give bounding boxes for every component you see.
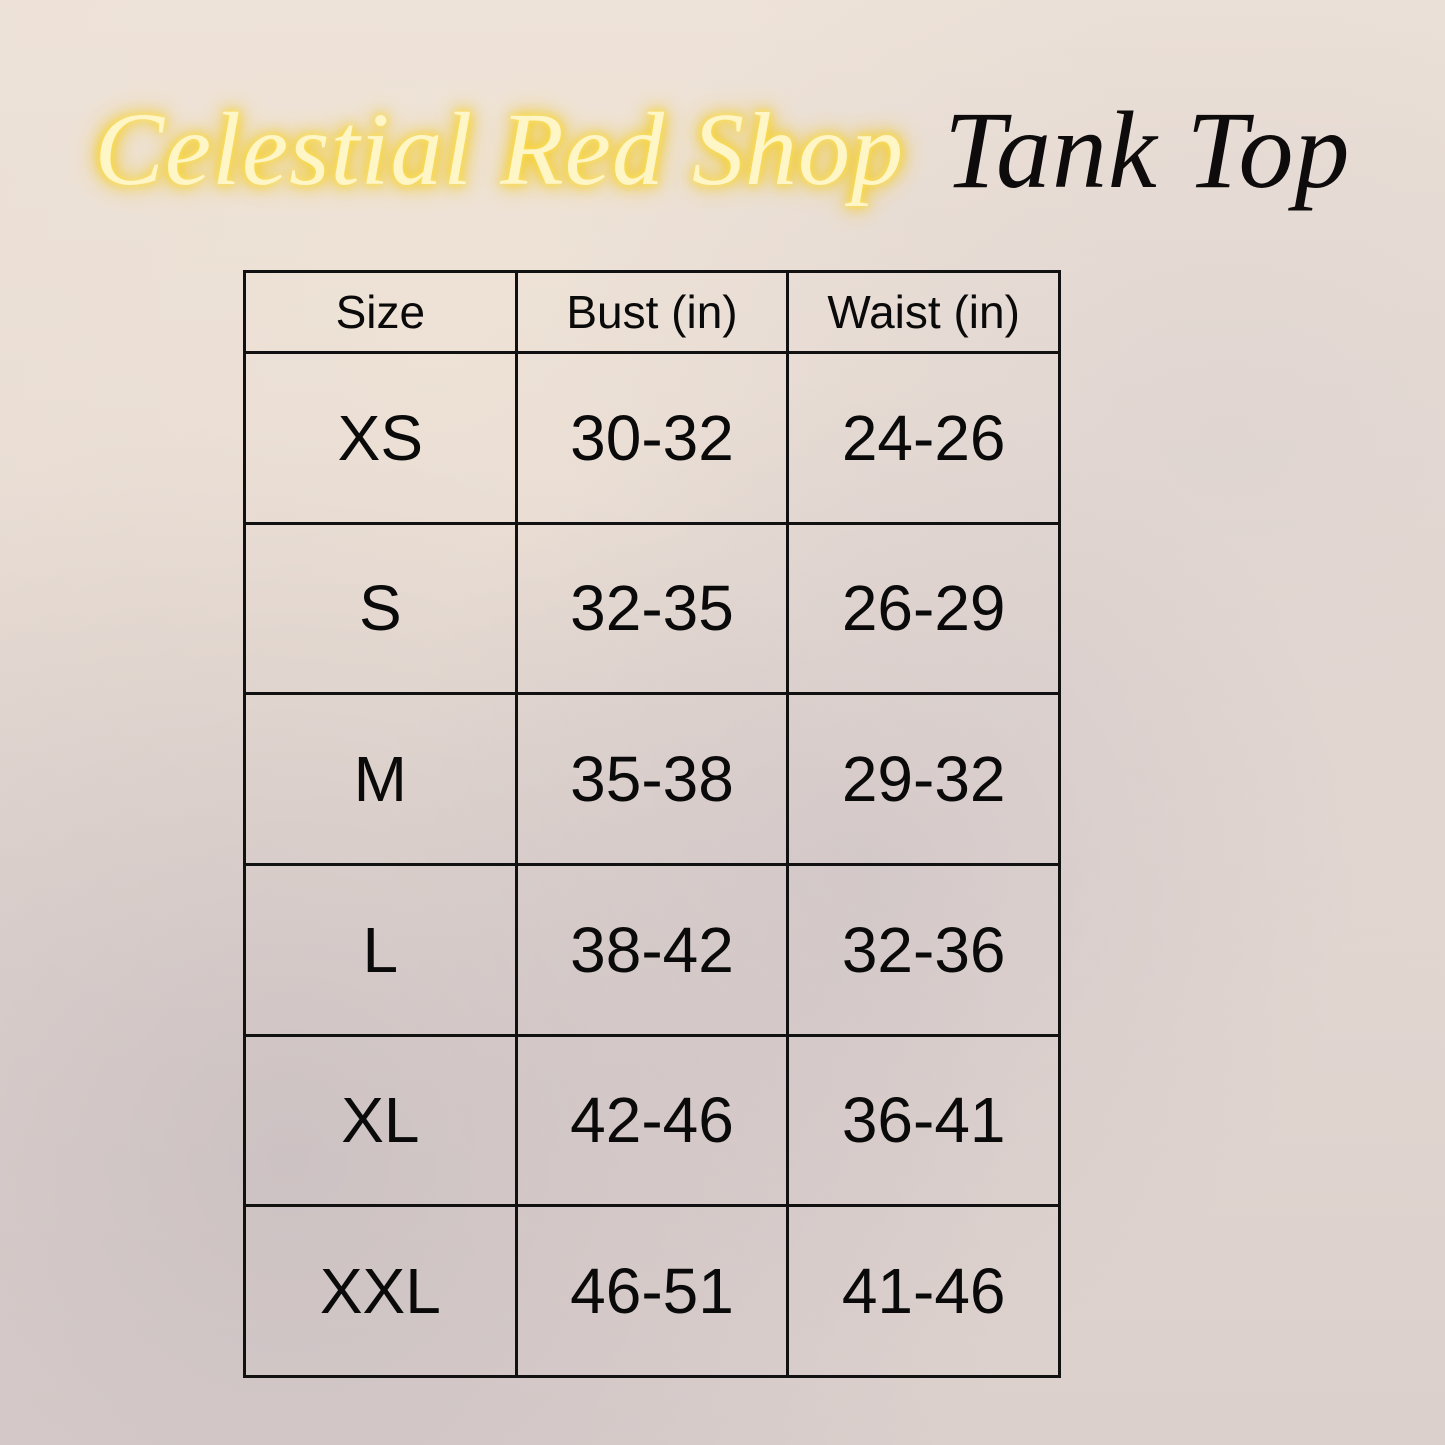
title: Celestial Red Shop Tank Top xyxy=(40,60,1405,240)
table-row: XS 30-32 24-26 xyxy=(243,351,1061,525)
column-header: Waist (in) xyxy=(786,270,1061,354)
size-cell: S xyxy=(243,521,518,696)
waist-cell: 36-41 xyxy=(786,1033,1061,1208)
bust-cell: 32-35 xyxy=(514,521,790,696)
column-header: Size xyxy=(243,270,518,354)
bust-cell: 42-46 xyxy=(514,1033,790,1208)
size-cell: L xyxy=(243,862,518,1037)
bust-cell: 35-38 xyxy=(514,692,790,866)
shop-name: Celestial Red Shop xyxy=(94,91,904,207)
size-cell: M xyxy=(243,692,518,866)
waist-cell: 26-29 xyxy=(786,521,1061,696)
table-row: XXL 46-51 41-46 xyxy=(243,1204,1061,1378)
waist-cell: 32-36 xyxy=(786,862,1061,1037)
waist-cell: 29-32 xyxy=(786,692,1061,866)
size-chart-table: Size Bust (in) Waist (in) XS 30-32 24-26 S 3… xyxy=(243,270,1061,1378)
bust-cell: 46-51 xyxy=(514,1204,790,1378)
waist-cell: 24-26 xyxy=(786,351,1061,525)
table-header-row: Size Bust (in) Waist (in) xyxy=(243,270,1061,354)
table-row: XL 42-46 36-41 xyxy=(243,1033,1061,1208)
bust-cell: 30-32 xyxy=(514,351,790,525)
size-cell: XXL xyxy=(243,1204,518,1378)
waist-cell: 41-46 xyxy=(786,1204,1061,1378)
column-header: Bust (in) xyxy=(514,270,790,354)
table-row: L 38-42 32-36 xyxy=(243,862,1061,1037)
table-row: S 32-35 26-29 xyxy=(243,521,1061,696)
product-name: Tank Top xyxy=(943,89,1351,211)
size-cell: XL xyxy=(243,1033,518,1208)
size-cell: XS xyxy=(243,351,518,525)
bust-cell: 38-42 xyxy=(514,862,790,1037)
table-row: M 35-38 29-32 xyxy=(243,692,1061,866)
